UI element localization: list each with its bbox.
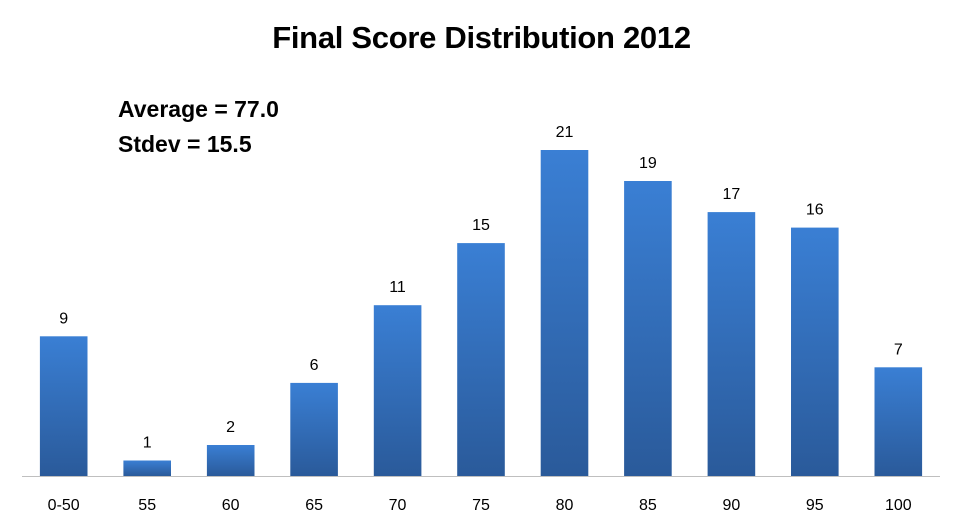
bar-0-50 — [39, 336, 88, 476]
tick-label-80: 80 — [556, 497, 574, 514]
data-label-70: 11 — [389, 279, 406, 296]
tick-label-0-50: 0-50 — [48, 497, 80, 514]
tick-label-60: 60 — [222, 497, 240, 514]
data-label-55: 1 — [143, 435, 152, 452]
stdev-annotation: Stdev = 15.5 — [118, 131, 252, 157]
bar-55 — [123, 460, 171, 476]
bar-90 — [707, 212, 756, 476]
data-label-65: 6 — [310, 357, 319, 374]
bar-60 — [206, 445, 255, 476]
bar-65 — [290, 382, 338, 476]
data-label-90: 17 — [723, 186, 741, 203]
tick-label-100: 100 — [885, 497, 912, 514]
data-label-60: 2 — [226, 419, 235, 436]
bars: 9 1 2 6 11 15 21 19 17 16 7 — [39, 124, 923, 476]
tick-label-75: 75 — [472, 497, 490, 514]
tick-label-85: 85 — [639, 497, 657, 514]
data-label-95: 16 — [806, 202, 824, 219]
data-label-75: 15 — [472, 217, 490, 234]
data-label-85: 19 — [639, 155, 657, 172]
average-annotation: Average = 77.0 — [118, 96, 279, 122]
data-label-0-50: 9 — [59, 310, 68, 327]
data-label-100: 7 — [894, 341, 903, 358]
bar-70 — [373, 305, 422, 476]
tick-label-90: 90 — [723, 497, 741, 514]
tick-label-95: 95 — [806, 497, 824, 514]
tick-label-70: 70 — [389, 497, 407, 514]
bar-100 — [874, 367, 923, 476]
tick-label-65: 65 — [305, 497, 323, 514]
data-label-80: 21 — [556, 124, 574, 141]
stats-annotation: Average = 77.0 Stdev = 15.5 — [118, 92, 279, 162]
chart-title: Final Score Distribution 2012 — [272, 20, 691, 55]
tick-label-55: 55 — [138, 497, 156, 514]
bar-85 — [624, 181, 672, 476]
bar-80 — [540, 150, 589, 476]
bar-95 — [791, 227, 839, 476]
x-axis-ticks: 0-50 55 60 65 70 75 80 85 90 95 100 — [48, 497, 912, 514]
bar-75 — [457, 243, 505, 476]
